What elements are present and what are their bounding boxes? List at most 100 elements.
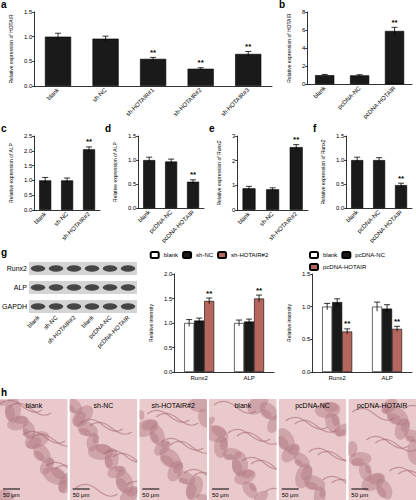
svg-text:Runx2: Runx2 [191,375,209,381]
svg-text:GAPDH: GAPDH [2,303,27,310]
svg-text:pcDNA-NC: pcDNA-NC [355,252,385,258]
svg-text:50 μm: 50 μm [73,492,90,498]
svg-text:ALP: ALP [243,375,254,381]
svg-text:blank: blank [33,211,47,225]
svg-text:50 μm: 50 μm [3,492,20,498]
svg-text:50 μm: 50 μm [351,492,368,498]
svg-text:0.5: 0.5 [24,58,33,64]
svg-text:1.5: 1.5 [302,271,311,277]
svg-text:Relative intensity: Relative intensity [148,304,154,342]
svg-text:Relative expression of Runx2: Relative expression of Runx2 [216,140,222,205]
svg-text:0.0: 0.0 [24,207,33,213]
svg-text:Relative expression of Runx2: Relative expression of Runx2 [320,139,326,204]
svg-text:0.5: 0.5 [302,336,311,342]
svg-text:0.0: 0.0 [336,205,345,211]
svg-text:0.0: 0.0 [128,205,137,211]
svg-text:blank: blank [26,314,41,329]
svg-text:0: 0 [232,207,236,213]
svg-text:sh-HOTAIR#2: sh-HOTAIR#2 [46,314,77,345]
svg-text:0.5: 0.5 [336,181,345,187]
svg-text:blank: blank [345,209,359,223]
svg-text:sh-NC: sh-NC [42,314,59,331]
svg-text:pcDNA-HOTAIR: pcDNA-HOTAIR [96,314,131,349]
svg-text:2: 2 [232,158,236,164]
svg-text:1.0: 1.0 [302,304,311,310]
svg-text:sh-NC: sh-NC [258,210,275,227]
svg-text:1.5: 1.5 [24,163,33,169]
svg-text:1.5: 1.5 [336,133,345,139]
svg-text:blank: blank [80,314,95,329]
svg-text:Relative expression of HOTAIR: Relative expression of HOTAIR [286,13,292,82]
svg-text:sh-NC: sh-NC [53,210,70,227]
svg-text:2.5: 2.5 [24,133,33,139]
svg-text:sh-HOTAIR#2: sh-HOTAIR#2 [172,86,203,117]
svg-text:**: ** [190,170,197,179]
svg-text:50 μm: 50 μm [142,492,159,498]
svg-text:Runx2: Runx2 [7,265,27,272]
svg-text:blank: blank [46,87,60,101]
svg-text:0.0: 0.0 [302,369,311,375]
svg-text:sh-NC: sh-NC [94,402,114,409]
svg-text:1.0: 1.0 [336,157,345,163]
svg-text:**: ** [256,286,263,295]
svg-text:sh-NC: sh-NC [91,86,108,103]
svg-text:1.5: 1.5 [164,296,173,302]
svg-text:Relative expression of ALP: Relative expression of ALP [112,142,118,202]
svg-text:1.0: 1.0 [128,157,137,163]
svg-text:sh-HOTAIR#3: sh-HOTAIR#3 [220,86,251,117]
svg-text:**: ** [344,319,351,328]
svg-text:8: 8 [302,9,306,15]
svg-text:4: 4 [302,45,306,51]
svg-text:2: 2 [302,63,306,69]
svg-text:ALP: ALP [381,375,392,381]
svg-text:pcDNA-HOTAIR: pcDNA-HOTAIR [160,209,195,244]
svg-text:1.0: 1.0 [164,320,173,326]
svg-text:**: ** [391,18,398,27]
svg-text:blank: blank [25,402,42,409]
svg-text:**: ** [245,42,252,51]
svg-text:1.5: 1.5 [24,9,33,15]
svg-text:Runx2: Runx2 [329,375,347,381]
svg-text:pcDNA-NC: pcDNA-NC [337,85,363,111]
svg-text:Relative intensity: Relative intensity [286,304,292,342]
svg-text:50 μm: 50 μm [282,492,299,498]
svg-text:blank: blank [234,402,251,409]
svg-text:1.0: 1.0 [24,34,33,40]
svg-text:50 μm: 50 μm [212,492,229,498]
svg-text:pcDNA-HOTAIR: pcDNA-HOTAIR [362,85,397,120]
svg-text:6: 6 [302,27,306,33]
svg-text:0.5: 0.5 [128,181,137,187]
svg-text:**: ** [198,58,205,67]
svg-text:**: ** [293,135,300,144]
svg-text:sh-HOTAIR#2: sh-HOTAIR#2 [231,252,269,258]
svg-text:**: ** [150,48,157,57]
svg-text:blank: blank [323,252,338,258]
svg-text:0.5: 0.5 [24,192,33,198]
svg-text:**: ** [206,289,213,298]
svg-text:blank: blank [137,209,151,223]
svg-text:sh-HOTAIR#2: sh-HOTAIR#2 [151,402,195,409]
svg-text:**: ** [398,174,405,183]
svg-text:Relative expression of HOTAIR: Relative expression of HOTAIR [8,14,14,83]
svg-text:sh-HOTAIR#2: sh-HOTAIR#2 [61,210,92,241]
svg-text:0.5: 0.5 [164,345,173,351]
svg-text:0.0: 0.0 [164,369,173,375]
svg-text:2.0: 2.0 [164,271,173,277]
svg-text:sh-HOTAIR#2: sh-HOTAIR#2 [268,210,299,241]
svg-text:pcDNA-NC: pcDNA-NC [295,402,330,410]
svg-text:1: 1 [232,182,236,188]
svg-text:0: 0 [302,81,306,87]
svg-text:sh-NC: sh-NC [196,252,214,258]
svg-text:0.0: 0.0 [24,83,33,89]
svg-text:pcDNA-HOTAIR: pcDNA-HOTAIR [357,402,407,410]
svg-text:ALP: ALP [14,284,28,291]
svg-text:1.0: 1.0 [24,177,33,183]
svg-text:pcDNA-HOTAIR: pcDNA-HOTAIR [368,209,403,244]
svg-text:3: 3 [232,133,236,139]
svg-text:blank: blank [164,252,179,258]
svg-text:blank: blank [237,211,251,225]
svg-text:1.5: 1.5 [128,133,137,139]
svg-text:**: ** [394,317,401,326]
svg-text:pcDNA-HOTAIR: pcDNA-HOTAIR [323,264,367,270]
svg-text:blank: blank [312,85,326,99]
